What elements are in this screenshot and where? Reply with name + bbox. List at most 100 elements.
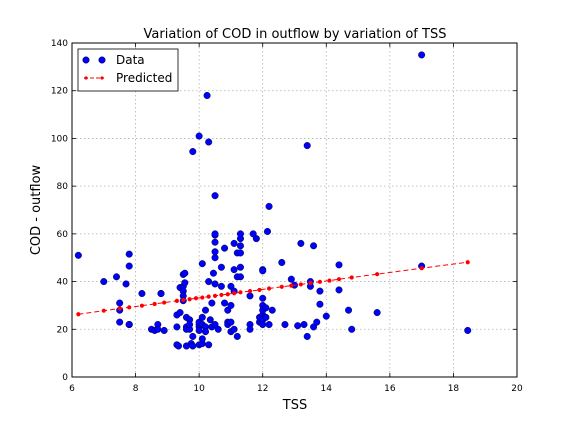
legend-predicted-label: Predicted [116, 71, 172, 85]
data-point [181, 279, 189, 287]
data-point [313, 318, 321, 326]
data-point [303, 142, 311, 150]
data-point [265, 321, 273, 329]
data-point [236, 242, 244, 250]
predicted-point [375, 272, 380, 277]
y-axis-title: COD - outflow [29, 164, 44, 255]
data-point [208, 299, 216, 307]
data-point [373, 309, 381, 317]
data-point [262, 304, 270, 312]
data-point [211, 230, 219, 238]
predicted-point [187, 297, 192, 302]
data-point [294, 322, 302, 330]
predicted-point [101, 308, 106, 313]
data-point [259, 294, 267, 302]
y-tick-label: 60 [57, 230, 69, 240]
plot-background [72, 43, 517, 377]
data-point [236, 273, 244, 281]
data-point [189, 148, 197, 156]
predicted-point [117, 306, 122, 311]
y-tick-label: 20 [57, 325, 69, 335]
data-point [112, 273, 120, 281]
data-point [227, 301, 235, 309]
data-point [211, 238, 219, 246]
data-point [316, 300, 324, 308]
data-point [217, 282, 225, 290]
data-point [176, 309, 184, 317]
data-point [281, 321, 289, 329]
data-point [205, 341, 213, 349]
data-point [201, 328, 209, 336]
data-point [322, 312, 330, 320]
data-point [310, 242, 318, 250]
data-point [335, 286, 343, 294]
predicted-point [152, 301, 157, 307]
data-point [335, 261, 343, 269]
data-point [125, 250, 133, 258]
y-tick-label: 140 [51, 39, 68, 49]
data-point [125, 262, 133, 270]
data-point [303, 332, 311, 340]
data-point [221, 244, 229, 252]
data-point [189, 342, 197, 350]
data-point [198, 313, 206, 321]
predicted-point [162, 300, 167, 305]
x-tick-label: 14 [321, 384, 333, 394]
predicted-point [174, 298, 179, 303]
predicted-point [317, 279, 323, 284]
data-point [464, 326, 472, 334]
data-point [138, 290, 146, 298]
predicted-point [238, 290, 243, 295]
data-point [181, 269, 189, 277]
data-point [203, 91, 211, 99]
data-point [236, 263, 244, 271]
data-point [198, 260, 206, 268]
predicted-point [419, 266, 424, 271]
data-point [263, 227, 271, 235]
data-point [236, 230, 244, 238]
data-point [246, 292, 254, 300]
predicted-point [257, 287, 262, 293]
data-point [230, 325, 238, 333]
predicted-point [289, 283, 294, 288]
data-point [214, 325, 222, 333]
predicted-point [266, 286, 272, 291]
predicted-point [219, 292, 224, 298]
data-point [252, 235, 260, 243]
data-point [227, 318, 235, 326]
y-tick-label: 0 [62, 373, 68, 383]
predicted-point [465, 260, 470, 265]
data-point [116, 299, 124, 307]
data-point [160, 326, 168, 334]
data-point [198, 335, 206, 343]
data-point [300, 321, 308, 329]
y-tick-label: 120 [51, 87, 68, 97]
data-point [116, 318, 124, 326]
x-tick-label: 16 [384, 384, 396, 394]
legend-data-marker [98, 56, 106, 64]
predicted-point [327, 278, 332, 283]
data-point [157, 290, 165, 298]
data-point [189, 332, 197, 340]
predicted-point [76, 312, 81, 317]
data-point [230, 239, 238, 247]
data-point [173, 323, 181, 331]
data-point [278, 258, 286, 266]
data-point [205, 278, 213, 286]
data-point [221, 299, 229, 307]
y-tick-label: 80 [57, 182, 69, 192]
data-point [233, 332, 241, 340]
x-tick-label: 10 [193, 384, 205, 394]
predicted-point [200, 295, 205, 300]
predicted-point [247, 289, 253, 294]
data-point [100, 278, 108, 286]
legend-data-label: Data [116, 53, 145, 67]
data-point [211, 192, 219, 200]
data-point [211, 248, 219, 256]
data-point [259, 267, 267, 275]
data-point [201, 306, 209, 314]
data-point [345, 306, 353, 314]
data-point [209, 269, 217, 277]
